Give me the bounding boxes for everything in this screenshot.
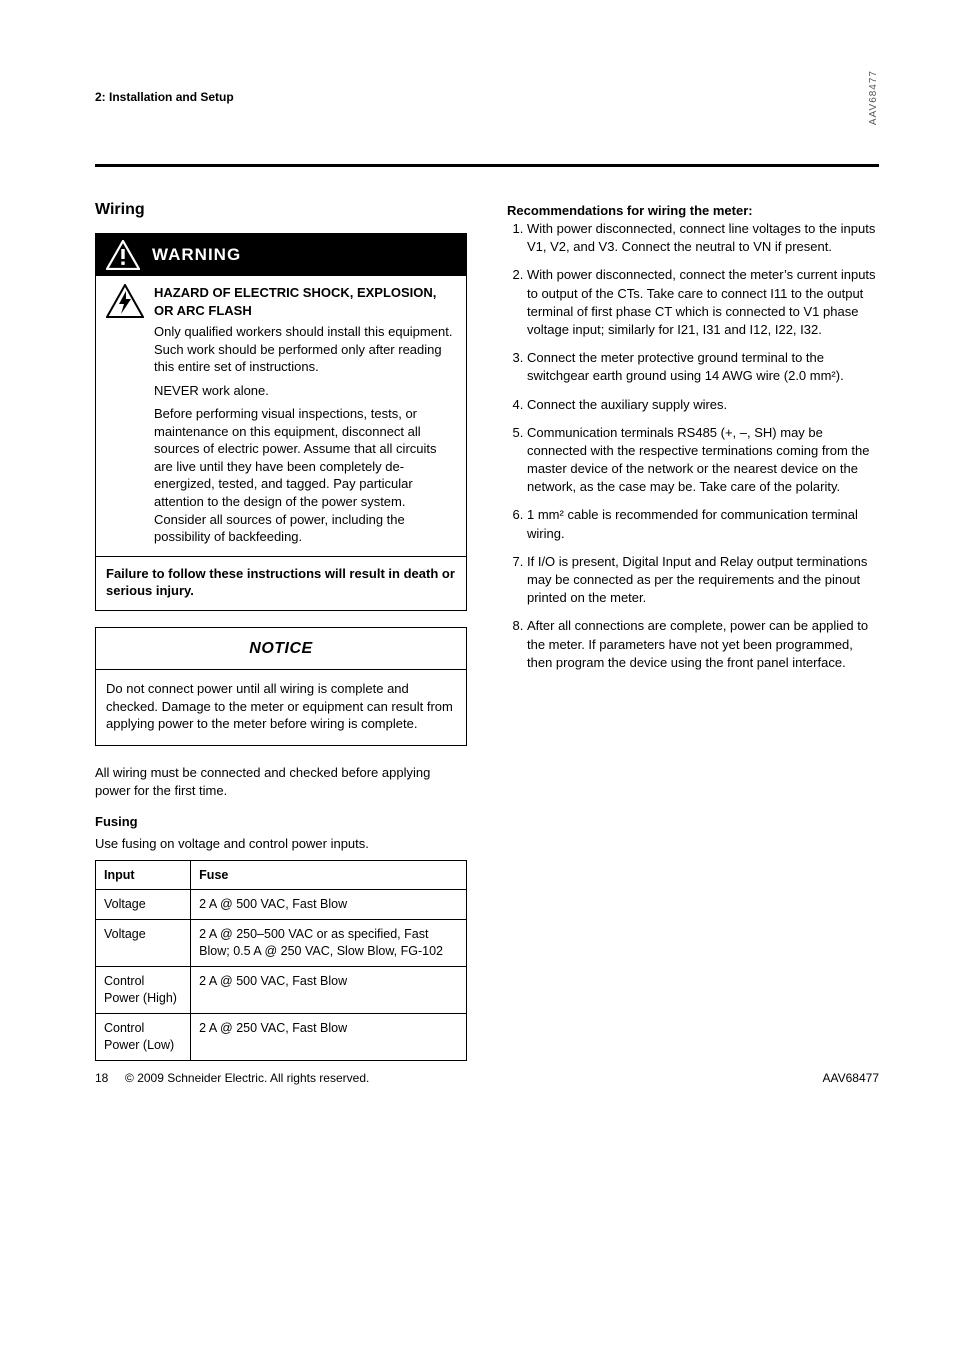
warning-line-1: NEVER work alone.	[154, 382, 456, 400]
copyright: © 2009 Schneider Electric. All rights re…	[125, 1071, 369, 1085]
fusing-text: Use fusing on voltage and control power …	[95, 835, 467, 853]
table-cell: 2 A @ 500 VAC, Fast Blow	[191, 967, 467, 1014]
step-item: Connect the auxiliary supply wires.	[527, 396, 879, 414]
recommendations-heading: Recommendations for wiring the meter:	[507, 203, 879, 218]
step-item: 1 mm² cable is recommended for communica…	[527, 506, 879, 542]
table-cell: 2 A @ 250–500 VAC or as specified, Fast …	[191, 920, 467, 967]
wiring-heading: Wiring	[95, 201, 467, 219]
step-item: With power disconnected, connect line vo…	[527, 220, 879, 256]
table-header-input: Input	[96, 860, 191, 890]
table-row: Control Power (Low) 2 A @ 250 VAC, Fast …	[96, 1013, 467, 1060]
page-number: 18	[95, 1071, 108, 1085]
steps-list: With power disconnected, connect line vo…	[507, 220, 879, 672]
table-row: Voltage 2 A @ 250–500 VAC or as specifie…	[96, 920, 467, 967]
table-row: Control Power (High) 2 A @ 500 VAC, Fast…	[96, 967, 467, 1014]
two-column-layout: Wiring WARNING	[95, 191, 879, 1061]
table-header-fuse: Fuse	[191, 860, 467, 890]
warning-hazard-title: HAZARD OF ELECTRIC SHOCK, EXPLOSION, OR …	[154, 284, 456, 319]
warning-header: WARNING	[96, 234, 466, 276]
table-row: Voltage 2 A @ 500 VAC, Fast Blow	[96, 890, 467, 920]
section-number: 2:	[95, 90, 106, 104]
table-cell: Control Power (High)	[96, 967, 191, 1014]
warning-footer: Failure to follow these instructions wil…	[96, 556, 466, 610]
step-item: Communication terminals RS485 (+, –, SH)…	[527, 424, 879, 497]
table-cell: Voltage	[96, 890, 191, 920]
table-cell: Control Power (Low)	[96, 1013, 191, 1060]
doc-code-top: AAV68477	[868, 70, 879, 125]
header-rule	[95, 164, 879, 167]
warning-hazard-row: HAZARD OF ELECTRIC SHOCK, EXPLOSION, OR …	[96, 276, 466, 556]
table-cell: 2 A @ 250 VAC, Fast Blow	[191, 1013, 467, 1060]
doc-code-bottom: AAV68477	[823, 1071, 880, 1085]
fusing-heading: Fusing	[95, 814, 467, 829]
fuse-table: Input Fuse Voltage 2 A @ 500 VAC, Fast B…	[95, 860, 467, 1061]
notice-body: Do not connect power until all wiring is…	[96, 669, 466, 745]
warning-label: WARNING	[152, 244, 241, 267]
under-notice-text: All wiring must be connected and checked…	[95, 764, 467, 800]
left-column: Wiring WARNING	[95, 191, 467, 1061]
warning-triangle-icon	[106, 240, 140, 270]
warning-footer-text: Failure to follow these instructions wil…	[106, 566, 455, 599]
page-footer: 18 © 2009 Schneider Electric. All rights…	[95, 1071, 369, 1085]
step-item: If I/O is present, Digital Input and Rel…	[527, 553, 879, 608]
warning-line-0: Only qualified workers should install th…	[154, 323, 456, 376]
notice-box: NOTICE Do not connect power until all wi…	[95, 627, 467, 746]
page: AAV68477 2: Installation and Setup Wirin…	[0, 0, 954, 1121]
step-item: Connect the meter protective ground term…	[527, 349, 879, 385]
header-block: 2: Installation and Setup	[95, 90, 879, 167]
step-item: With power disconnected, connect the met…	[527, 266, 879, 339]
table-cell: Voltage	[96, 920, 191, 967]
section-title: Installation and Setup	[109, 90, 234, 104]
warning-line-2: Before performing visual inspections, te…	[154, 405, 456, 545]
notice-label: NOTICE	[96, 628, 466, 670]
shock-triangle-icon	[106, 284, 144, 318]
table-header-row: Input Fuse	[96, 860, 467, 890]
step-item: After all connections are complete, powe…	[527, 617, 879, 672]
table-cell: 2 A @ 500 VAC, Fast Blow	[191, 890, 467, 920]
warning-box: WARNING HAZARD OF ELECTRIC SHOCK, EXPLOS…	[95, 233, 467, 611]
right-column: Recommendations for wiring the meter: Wi…	[507, 191, 879, 1061]
